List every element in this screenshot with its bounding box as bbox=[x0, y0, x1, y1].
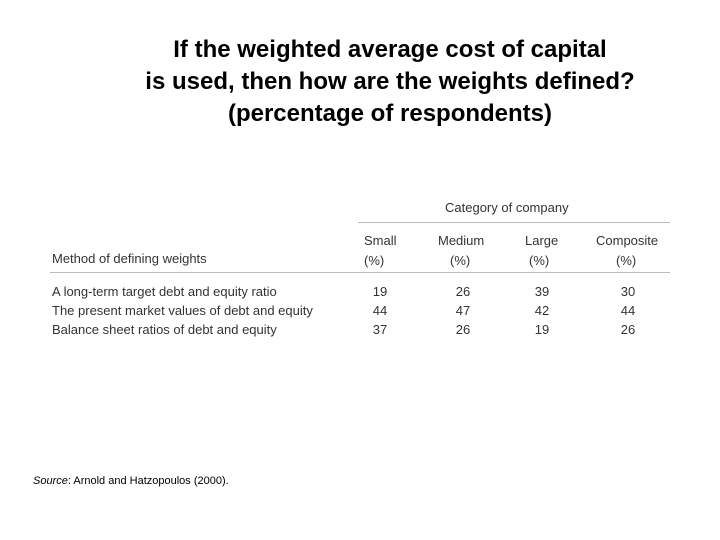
slide-title: If the weighted average cost of capital … bbox=[60, 34, 720, 130]
cell-large: 19 bbox=[534, 322, 550, 337]
column-unit: (%) bbox=[616, 253, 637, 268]
category-rule bbox=[358, 222, 670, 223]
title-line-1: If the weighted average cost of capital bbox=[173, 36, 607, 63]
table-row: A long-term target debt and equity ratio… bbox=[0, 284, 720, 304]
cell-large: 42 bbox=[534, 303, 550, 318]
table-row: Balance sheet ratios of debt and equity … bbox=[0, 322, 720, 342]
column-name: Small bbox=[364, 233, 397, 248]
column-header-medium: Medium (%) bbox=[438, 231, 484, 271]
column-name: Composite bbox=[596, 233, 659, 248]
column-header-composite: Composite (%) bbox=[596, 231, 658, 271]
column-unit: (%) bbox=[529, 253, 550, 268]
cell-composite: 30 bbox=[620, 284, 636, 299]
method-header: Method of defining weights bbox=[52, 251, 207, 266]
table-row: The present market values of debt and eq… bbox=[0, 303, 720, 323]
cell-small: 44 bbox=[372, 303, 388, 318]
cell-large: 39 bbox=[534, 284, 550, 299]
source-label: Source bbox=[33, 475, 68, 487]
cell-composite: 26 bbox=[620, 322, 636, 337]
title-line-3: (percentage of respondents) bbox=[227, 100, 553, 127]
row-label: A long-term target debt and equity ratio bbox=[52, 284, 277, 299]
source-text: : Arnold and Hatzopoulos (2000). bbox=[67, 475, 229, 487]
row-label: The present market values of debt and eq… bbox=[52, 303, 313, 318]
column-name: Large bbox=[525, 233, 559, 248]
column-header-large: Large (%) bbox=[525, 231, 558, 271]
cell-small: 37 bbox=[372, 322, 388, 337]
cell-composite: 44 bbox=[620, 303, 636, 318]
header-rule bbox=[50, 272, 670, 273]
cell-medium: 47 bbox=[455, 303, 471, 318]
cell-medium: 26 bbox=[455, 284, 471, 299]
title-line-2: is used, then how are the weights define… bbox=[145, 68, 635, 95]
cell-small: 19 bbox=[372, 284, 388, 299]
column-name: Medium bbox=[438, 233, 485, 248]
source-note: Source: Arnold and Hatzopoulos (2000). bbox=[33, 475, 229, 487]
column-header-small: Small (%) bbox=[364, 231, 397, 271]
row-label: Balance sheet ratios of debt and equity bbox=[52, 322, 277, 337]
cell-medium: 26 bbox=[455, 322, 471, 337]
category-label: Category of company bbox=[445, 200, 569, 215]
column-unit: (%) bbox=[450, 253, 471, 268]
column-unit: (%) bbox=[364, 253, 385, 268]
